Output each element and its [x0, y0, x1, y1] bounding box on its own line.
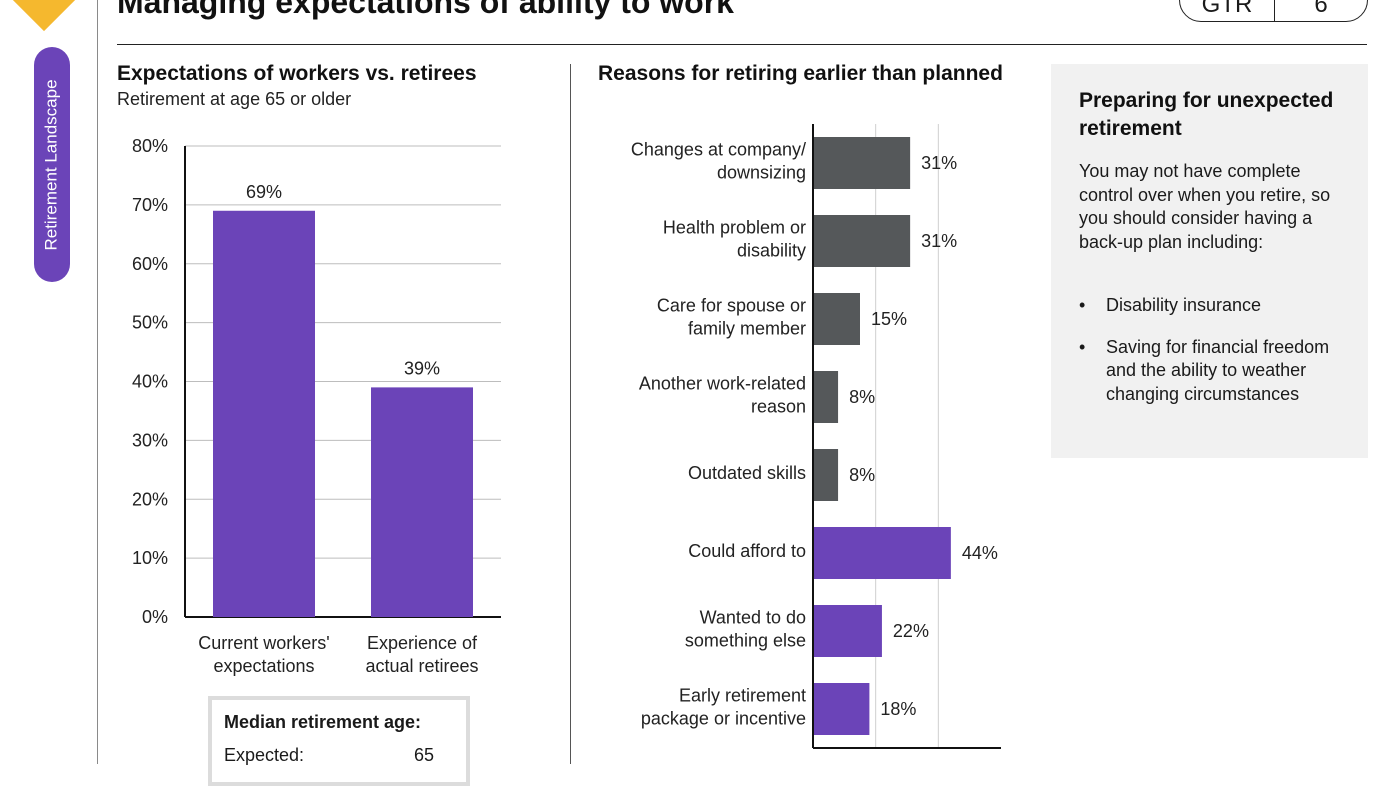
bar [813, 605, 882, 657]
title-rule [117, 44, 1367, 45]
data-label: 15% [871, 309, 907, 329]
bar [813, 371, 839, 423]
info-heading: Preparing for unexpected retirement [1079, 89, 1334, 140]
data-label: 18% [880, 699, 916, 719]
info-bullet-text: Saving for financial freedom and the abi… [1106, 336, 1330, 404]
bullet-icon: • [1079, 336, 1086, 357]
median-title: Median retirement age: [224, 712, 422, 732]
info-bullet: • Saving for financial freedom and the ab… [1079, 336, 1354, 407]
category-label: family member [688, 319, 806, 339]
category-label: something else [685, 631, 806, 651]
bar [813, 215, 911, 267]
y-tick-label: 80% [132, 136, 168, 156]
corner-tab [12, 0, 76, 32]
info-bullet-text: Disability insurance [1106, 295, 1262, 315]
expectations-bar-chart: 0% 10% 20% 30% 40% 50% 60% 70% 80% 69% Current wor… [132, 136, 501, 676]
category-label: Changes at company/ [631, 140, 806, 160]
y-tick-label: 50% [132, 313, 168, 333]
data-label: 44% [962, 543, 998, 563]
y-tick-label: 10% [132, 548, 168, 568]
category-label: disability [737, 241, 806, 261]
category-label: expectations [213, 656, 314, 676]
bullet-icon: • [1079, 295, 1086, 315]
bar [813, 137, 911, 189]
bar [813, 527, 951, 579]
data-label: 8% [849, 387, 875, 407]
right-chart-title: Reasons for retiring earlier than planne… [598, 62, 1003, 85]
category-label: Another work-related [639, 374, 806, 394]
bar [813, 683, 870, 735]
data-label: 31% [921, 153, 957, 173]
bar [213, 210, 315, 617]
category-label: reason [751, 397, 806, 417]
category-label: Early retirement [679, 686, 806, 706]
bar [371, 387, 473, 617]
y-tick-label: 30% [132, 430, 168, 450]
info-panel: Preparing for unexpected retirement You … [1051, 64, 1368, 458]
left-chart-subtitle: Retirement at age 65 or older [117, 89, 352, 109]
section-tab-label: Retirement Landscape [42, 78, 62, 251]
y-tick-label: 60% [132, 254, 168, 274]
data-label: 39% [404, 358, 440, 378]
median-expected-value: 65 [414, 745, 435, 765]
data-label: 31% [921, 231, 957, 251]
page-number: 6 [1314, 0, 1328, 18]
y-tick-label: 40% [132, 372, 168, 392]
median-retirement-box: Median retirement age: Expected: 65 [208, 696, 470, 786]
category-label: Wanted to do [700, 608, 806, 628]
data-label: 69% [246, 182, 282, 202]
section-tab[interactable]: Retirement Landscape [34, 47, 70, 282]
category-label: Care for spouse or [657, 296, 806, 316]
category-label: Health problem or [663, 218, 806, 238]
data-label: 22% [893, 621, 929, 641]
y-tick-label: 20% [132, 489, 168, 509]
category-label: Outdated skills [688, 463, 806, 483]
category-label: Could afford to [688, 541, 806, 561]
info-list: • Disability insurance • Saving for financ… [1079, 294, 1354, 424]
category-label: Experience of [367, 633, 478, 653]
page-title: Managing expectations of ability to work [117, 0, 734, 20]
info-body: You may not have complete control over w… [1079, 161, 1331, 252]
reasons-bar-chart: 31% Changes at company/downsizing 31% Healt… [631, 124, 1001, 749]
page-indicator: GTR 6 [1179, 0, 1368, 22]
median-expected-label: Expected: [224, 745, 305, 765]
category-label: downsizing [717, 163, 806, 183]
left-chart-title: Expectations of workers vs. retirees [117, 62, 477, 85]
sidebar-divider [97, 0, 98, 764]
data-label: 8% [849, 465, 875, 485]
y-tick-label: 70% [132, 195, 168, 215]
info-bullet: • Disability insurance [1079, 294, 1354, 318]
category-label: Current workers' [198, 633, 329, 653]
bar [813, 449, 839, 501]
column-divider [570, 64, 571, 764]
category-label: package or incentive [641, 709, 806, 729]
category-label: actual retirees [365, 656, 478, 676]
y-tick-label: 0% [142, 607, 168, 627]
page-indicator-label: GTR [1180, 0, 1275, 21]
bar [813, 293, 860, 345]
